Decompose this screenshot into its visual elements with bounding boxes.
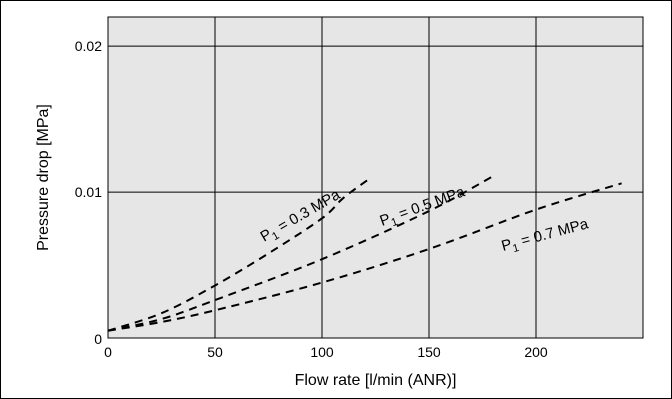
plot-area: [108, 17, 643, 338]
y-axis-label: Pressure drop [MPa]: [35, 104, 52, 251]
plot-border: [107, 16, 644, 339]
x-tick-label: 50: [207, 344, 223, 360]
series-line: [107, 182, 622, 332]
x-tick-label: 0: [104, 344, 112, 360]
y-tick-label: 0.01: [75, 184, 102, 200]
y-tick-label: 0.02: [75, 38, 102, 54]
y-tick-labels: 0 0.01 0.02: [75, 38, 102, 347]
curves: [107, 175, 622, 332]
series-line: [107, 175, 494, 332]
x-tick-label: 150: [417, 344, 441, 360]
x-tick-labels: 0 50 100 150 200: [104, 344, 548, 360]
y-tick-label: 0: [94, 331, 102, 347]
series-line: [107, 178, 370, 332]
x-tick-label: 100: [310, 344, 334, 360]
x-tick-label: 200: [524, 344, 548, 360]
x-axis-label: Flow rate [l/min (ANR)]: [295, 372, 457, 389]
